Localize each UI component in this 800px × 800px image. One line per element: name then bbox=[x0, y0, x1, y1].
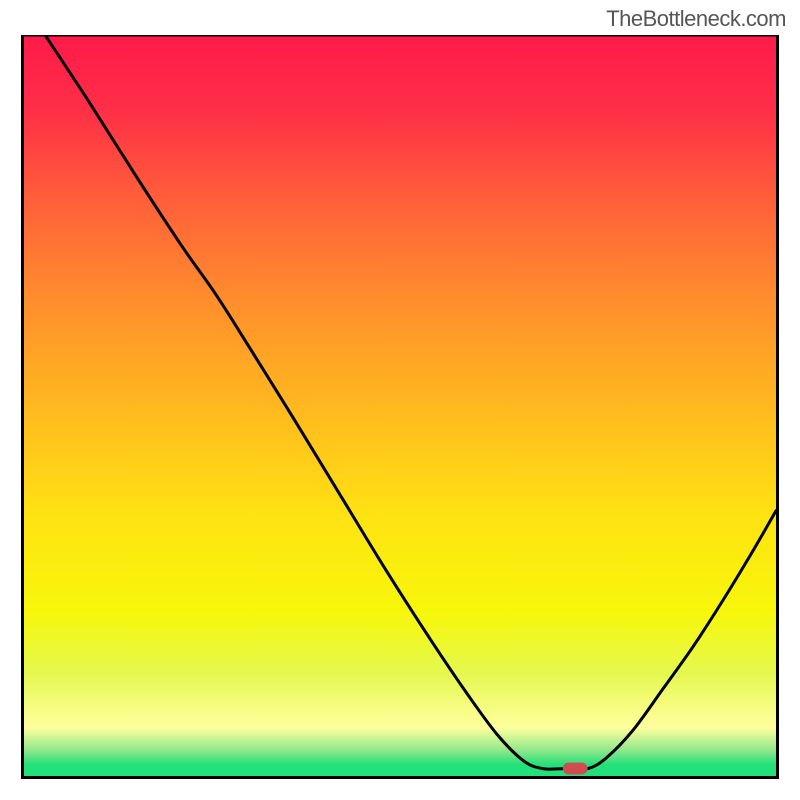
optimum-marker bbox=[563, 763, 588, 775]
chart-container: TheBottleneck.com bbox=[0, 0, 800, 800]
gradient-background bbox=[24, 35, 776, 776]
bottleneck-curve-chart bbox=[21, 35, 779, 779]
watermark-text: TheBottleneck.com bbox=[606, 6, 786, 32]
